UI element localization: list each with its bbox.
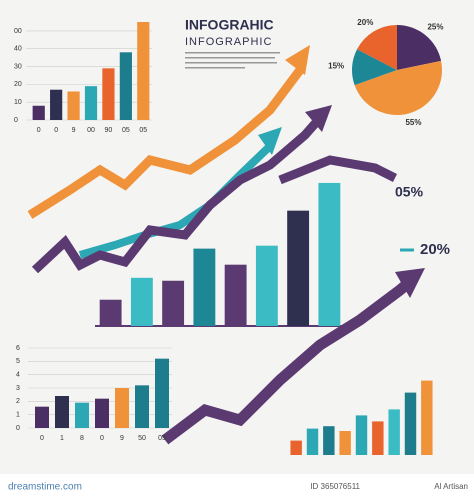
bar — [32, 105, 45, 120]
pie-slice — [397, 25, 442, 70]
footer-id: ID 365076511 — [310, 482, 360, 491]
arrow-head — [258, 127, 282, 155]
bar — [102, 68, 115, 120]
y-tick-label: 4 — [16, 372, 20, 379]
pie-label: 55% — [405, 118, 421, 127]
y-tick-label: 40 — [14, 46, 22, 53]
y-tick-label: 30 — [14, 63, 22, 70]
x-tick-label: 1 — [60, 435, 64, 442]
bar — [339, 431, 351, 455]
x-tick-label: 9 — [120, 435, 124, 442]
y-tick-label: 6 — [16, 345, 20, 352]
bar — [99, 299, 122, 326]
placeholder-lines — [185, 52, 280, 69]
bar — [193, 248, 216, 326]
bar — [35, 406, 49, 428]
y-tick-label: 00 — [14, 28, 22, 35]
callout: 05% — [395, 184, 424, 200]
bar — [119, 52, 132, 120]
bar — [318, 182, 341, 326]
pie-slice — [354, 60, 442, 116]
bar — [287, 210, 310, 326]
x-tick-label: 9 — [72, 127, 76, 134]
y-tick-label: 5 — [16, 358, 20, 365]
arrow-purple-3 — [161, 275, 416, 445]
pie-label: 20% — [357, 18, 373, 27]
bar — [162, 280, 185, 326]
x-tick-label: 0 — [37, 127, 41, 134]
arrow-head — [285, 45, 310, 75]
subtitle: INFOGRAPHIC — [185, 36, 272, 48]
x-tick-label: 90 — [105, 127, 113, 134]
x-tick-label: 50 — [138, 435, 146, 442]
arrow-head — [395, 268, 425, 298]
arrow-orange — [27, 67, 304, 219]
bar — [95, 398, 109, 428]
callout: 20% — [420, 241, 450, 258]
bar — [290, 440, 302, 455]
bar — [130, 277, 153, 326]
bar — [421, 380, 433, 455]
bar — [135, 385, 149, 428]
pie-slice — [352, 49, 397, 86]
bar — [372, 421, 384, 455]
pie-label: 15% — [328, 61, 344, 70]
y-tick-label: 3 — [16, 385, 20, 392]
bar — [388, 409, 400, 455]
footer-bar — [0, 474, 474, 500]
x-tick-label: 05 — [139, 127, 147, 134]
bar — [224, 264, 247, 326]
bar — [75, 402, 89, 428]
y-tick-label: 0 — [16, 425, 20, 432]
footer-site: dreamstime.com — [8, 482, 82, 493]
x-tick-label: 0 — [100, 435, 104, 442]
title: INFOGRAHIC — [185, 17, 274, 33]
x-tick-label: 05 — [158, 435, 166, 442]
pie-label: 25% — [427, 22, 443, 31]
bar — [55, 396, 69, 428]
arrow-purple — [31, 115, 324, 274]
bar — [404, 392, 417, 455]
bar — [50, 89, 63, 120]
bar — [155, 358, 169, 428]
pie-slice — [357, 25, 397, 70]
y-tick-label: 1 — [16, 412, 20, 419]
footer-author: Al Artisan — [434, 482, 468, 491]
x-tick-label: 8 — [80, 435, 84, 442]
x-tick-label: 0 — [54, 127, 58, 134]
bar — [67, 91, 80, 120]
bar — [137, 22, 150, 120]
y-tick-label: 0 — [14, 117, 18, 124]
y-tick-label: 20 — [14, 81, 22, 88]
bar — [306, 428, 319, 455]
arrow-purple-2 — [278, 155, 398, 185]
bar — [255, 245, 278, 326]
y-tick-label: 10 — [14, 99, 22, 106]
bar — [115, 388, 129, 428]
bar — [323, 426, 335, 455]
bar — [84, 86, 98, 120]
y-tick-label: 2 — [16, 398, 20, 405]
x-tick-label: 0 — [40, 435, 44, 442]
x-tick-label: 00 — [87, 127, 95, 134]
x-tick-label: 05 — [122, 127, 130, 134]
arrow-head — [305, 105, 332, 132]
bar — [355, 415, 368, 455]
